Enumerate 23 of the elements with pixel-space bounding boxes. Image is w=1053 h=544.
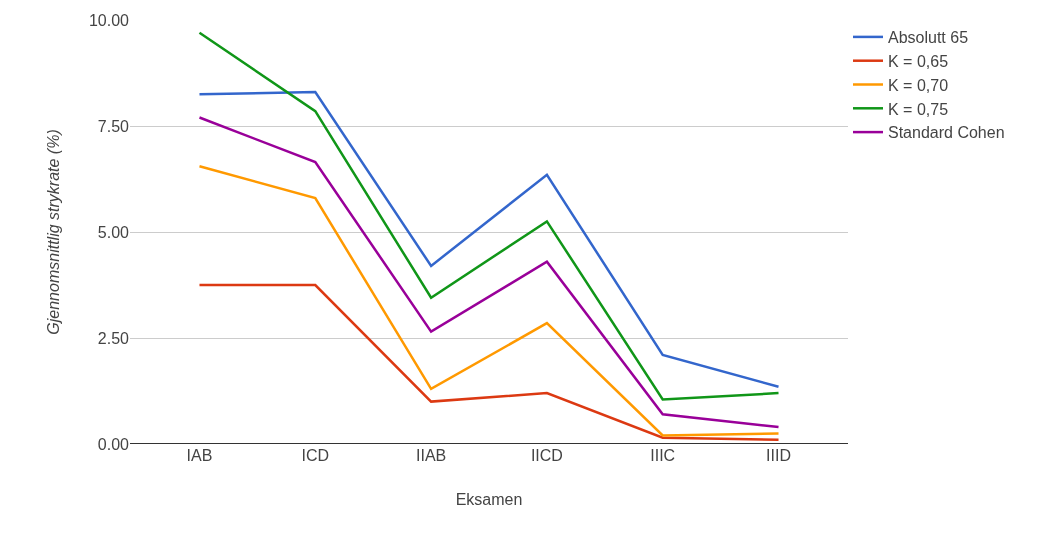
y-tick-label: 2.50 bbox=[97, 329, 130, 347]
line-series bbox=[198, 31, 780, 401]
x-tick-label: IIID bbox=[766, 447, 791, 464]
x-tick-label: IIAB bbox=[415, 447, 447, 464]
x-tick-label: IIIC bbox=[650, 447, 676, 464]
x-tick-label: IAB bbox=[186, 447, 213, 464]
y-tick-label: 0.00 bbox=[97, 435, 130, 453]
x-tick-label: IICD bbox=[530, 447, 563, 464]
line-series bbox=[198, 283, 780, 442]
y-tick-label: 10.00 bbox=[88, 11, 130, 29]
legend-label: Absolutt 65 bbox=[888, 29, 969, 47]
x-axis-title: Eksamen bbox=[455, 490, 523, 508]
y-axis-title: Gjennomsnittlig strykrate (%) bbox=[44, 129, 62, 335]
line-series bbox=[198, 90, 780, 389]
legend-label: Standard Cohen bbox=[888, 124, 1005, 142]
legend-label: K = 0,75 bbox=[888, 100, 949, 118]
line-series bbox=[198, 116, 780, 429]
x-tick-label: ICD bbox=[301, 447, 330, 464]
legend-label: K = 0,70 bbox=[888, 76, 949, 94]
y-tick-label: 5.00 bbox=[97, 223, 130, 241]
legend-label: K = 0,65 bbox=[888, 52, 949, 70]
y-tick-label: 7.50 bbox=[97, 117, 130, 135]
line-series bbox=[198, 165, 780, 437]
